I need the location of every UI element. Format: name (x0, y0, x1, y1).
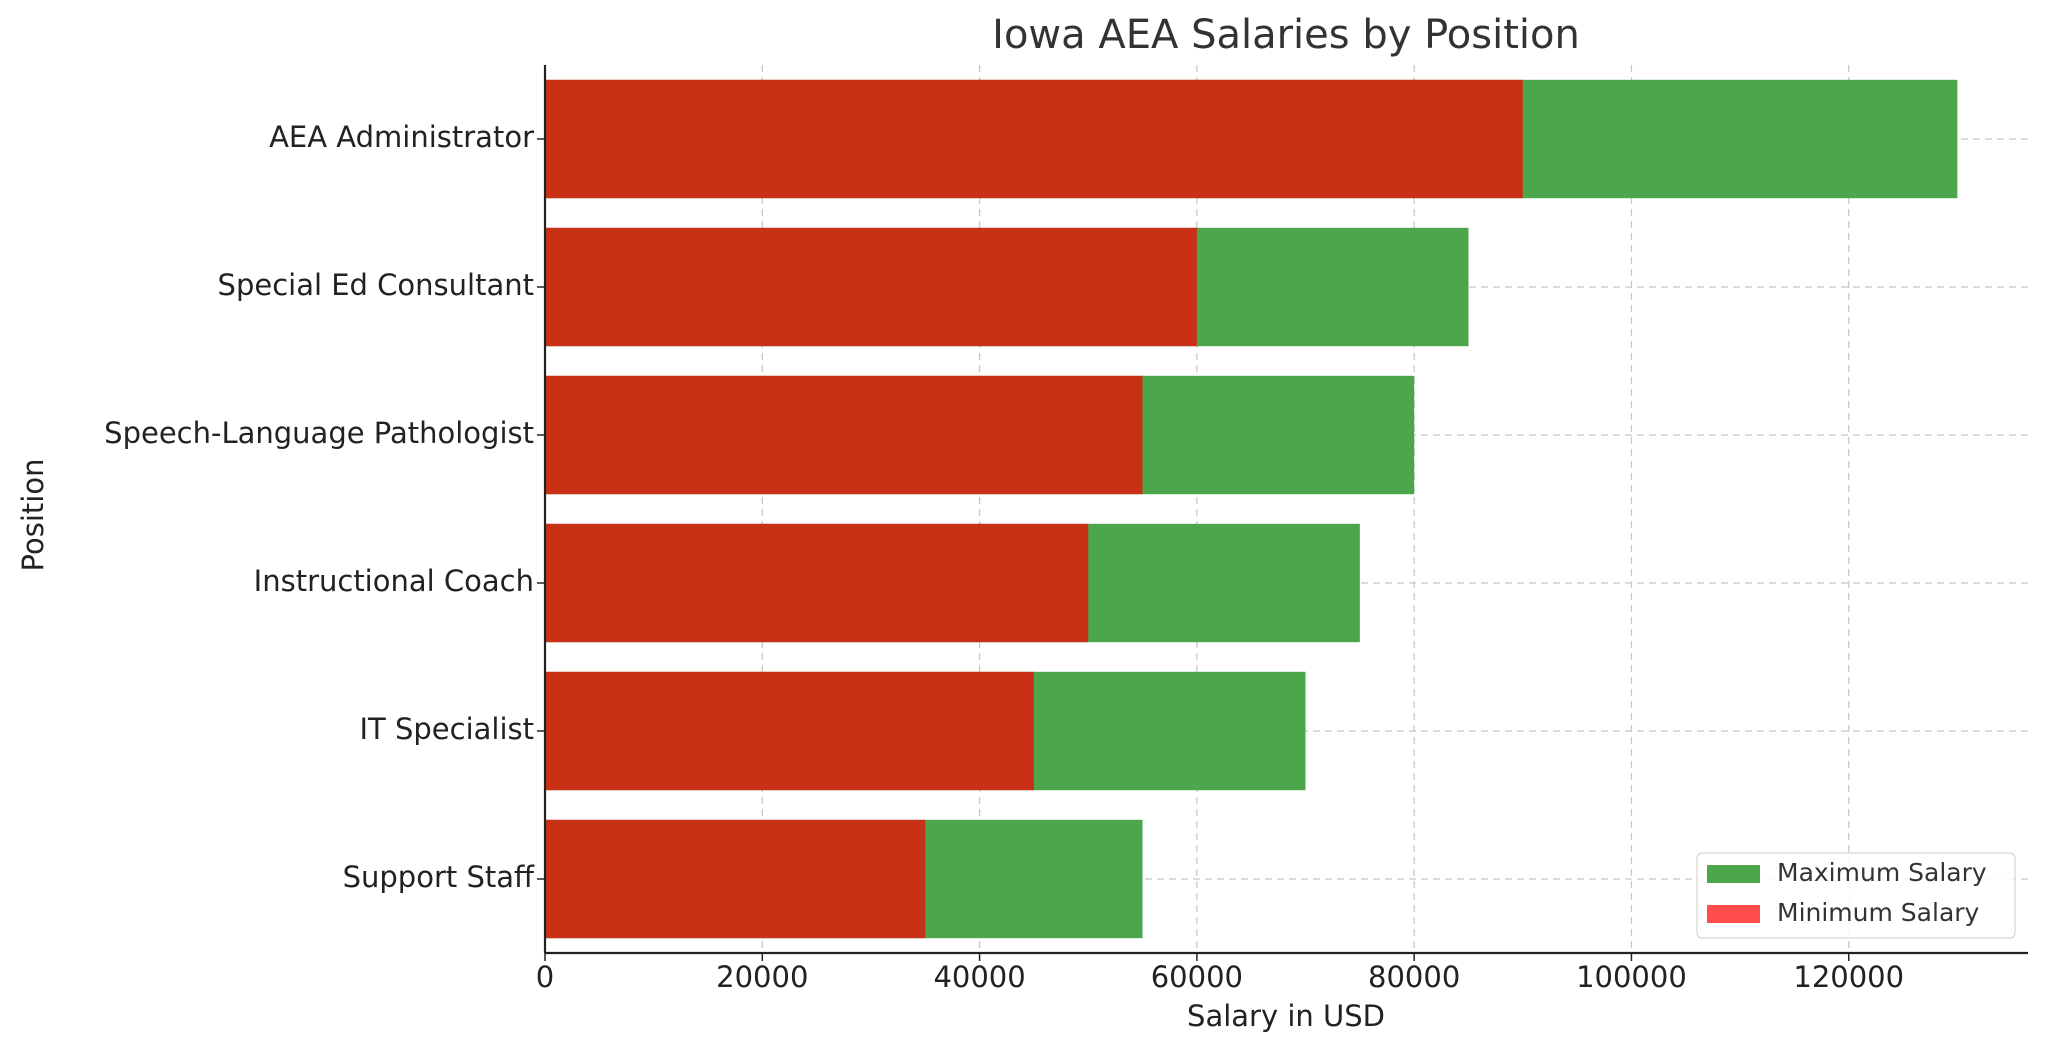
bar (545, 819, 926, 939)
y-tick-label: AEA Administrator (269, 120, 534, 154)
legend-swatch (1707, 905, 1760, 923)
y-axis-label: Position (16, 459, 50, 572)
legend-label: Minimum Salary (1777, 898, 1980, 927)
chart-title: Iowa AEA Salaries by Position (992, 12, 1580, 58)
x-tick-label: 100000 (1576, 960, 1687, 994)
x-tick-label: 120000 (1793, 960, 1904, 994)
y-tick-label: Speech-Language Pathologist (104, 416, 534, 450)
legend-label: Maximum Salary (1777, 858, 1987, 887)
y-tick-label: IT Specialist (359, 712, 534, 746)
x-tick-label: 40000 (933, 960, 1025, 994)
legend-swatch (1707, 865, 1760, 883)
bar (545, 227, 1197, 347)
x-tick-label: 20000 (716, 960, 808, 994)
x-tick-label: 0 (536, 960, 554, 994)
y-tick-label: Support Staff (343, 860, 535, 894)
legend-box (1696, 852, 2016, 939)
bar (545, 79, 1523, 199)
x-axis-label: Salary in USD (1187, 999, 1385, 1033)
x-tick-label: 60000 (1151, 960, 1243, 994)
bar (545, 671, 1034, 791)
y-tick-label: Instructional Coach (254, 564, 534, 598)
bar (545, 375, 1143, 495)
y-tick-label: Special Ed Consultant (218, 268, 534, 302)
bar (545, 523, 1089, 643)
x-tick-label: 80000 (1368, 960, 1460, 994)
